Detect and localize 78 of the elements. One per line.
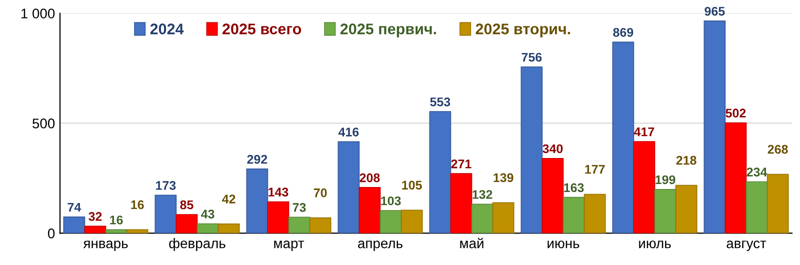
data-label: 173: [156, 181, 176, 190]
bar: [176, 214, 198, 234]
bar: [704, 20, 726, 234]
data-label: 234: [746, 168, 768, 176]
bar: [746, 181, 768, 234]
bar: [154, 194, 177, 234]
legend-label: 2025 первич.: [340, 24, 436, 38]
bar: [267, 201, 290, 234]
legend-label: 2025 всего: [222, 24, 302, 34]
data-label: 143: [268, 188, 288, 197]
data-label: 340: [542, 144, 563, 154]
legend-label: 2024: [150, 24, 184, 34]
data-label: 208: [360, 173, 380, 182]
x-tick-label: июнь: [548, 240, 580, 248]
data-label: 271: [451, 159, 472, 168]
data-label: 43: [201, 210, 214, 219]
bar: [675, 184, 698, 234]
bar: [309, 217, 332, 234]
data-label: 417: [634, 128, 654, 136]
bar: [63, 216, 86, 234]
y-tick-label: 500: [32, 118, 55, 128]
data-label: 553: [430, 97, 450, 106]
data-label: 965: [704, 6, 725, 16]
x-tick-label: февраль: [169, 238, 226, 252]
data-label: 163: [564, 183, 584, 192]
bar: [338, 141, 360, 234]
bar: [520, 66, 543, 234]
data-label: 70: [314, 188, 327, 198]
data-label: 105: [402, 180, 422, 190]
bar: [450, 173, 472, 234]
bar: [218, 224, 240, 234]
data-label: 869: [613, 28, 634, 37]
y-tick-label: 0: [48, 228, 55, 238]
data-label: 16: [110, 216, 123, 224]
data-label: 218: [676, 156, 696, 165]
data-label: 32: [88, 212, 102, 221]
x-tick-label: август: [726, 240, 766, 252]
x-tick-label: январь: [83, 240, 128, 252]
bar: [358, 187, 381, 234]
data-label: 139: [494, 173, 514, 182]
bar: [562, 196, 585, 234]
bar: [246, 168, 268, 234]
data-label: 177: [585, 165, 605, 174]
legend-label: 2025 вторич.: [476, 24, 570, 38]
data-label: 103: [381, 196, 401, 206]
bar: [196, 223, 219, 234]
bar: [400, 210, 423, 234]
data-label: 268: [768, 144, 788, 154]
bar: [612, 42, 634, 234]
bar: [584, 194, 606, 234]
data-label: 73: [292, 203, 306, 212]
data-label: 292: [247, 154, 268, 164]
data-label: 74: [68, 202, 82, 212]
data-label: 85: [180, 200, 194, 210]
data-label: 42: [222, 194, 236, 204]
bar: [654, 189, 676, 234]
data-label: 132: [472, 190, 492, 199]
bar: [471, 204, 494, 234]
bar: [288, 216, 310, 234]
bar: [724, 122, 747, 234]
bar: [429, 111, 452, 234]
bar: [126, 229, 148, 234]
x-tick-label: март: [274, 240, 304, 252]
bar: [380, 210, 402, 234]
x-tick-label: апрель: [358, 240, 402, 252]
bar: [542, 158, 564, 234]
data-label: 502: [726, 108, 746, 118]
bar: [84, 226, 106, 234]
data-label: 416: [338, 128, 359, 136]
x-tick-label: июль: [639, 240, 671, 248]
y-tick-label: 1 000: [21, 8, 55, 18]
x-tick-label: май: [460, 238, 484, 248]
data-label: 199: [656, 175, 676, 184]
bar: [492, 202, 514, 234]
bar: [766, 174, 789, 234]
bar: [633, 141, 656, 234]
data-label: 756: [522, 52, 542, 62]
data-label: 16: [131, 200, 144, 210]
